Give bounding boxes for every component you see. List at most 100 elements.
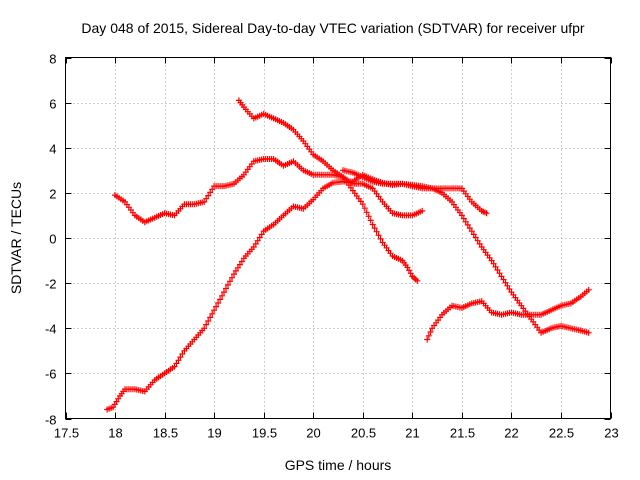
data-point <box>254 237 261 244</box>
data-point <box>371 225 378 232</box>
x-tick-label: 19 <box>207 426 221 441</box>
data-point <box>223 285 229 292</box>
data-point <box>377 235 384 242</box>
data-point <box>238 258 245 265</box>
data-point <box>464 221 471 228</box>
data-point <box>458 212 465 219</box>
data-point <box>209 310 216 317</box>
data-point <box>492 263 499 270</box>
data-point <box>258 231 265 238</box>
x-tick-label: 21.5 <box>450 426 475 441</box>
chart-title: Day 048 of 2015, Sidereal Day-to-day VTE… <box>81 20 585 36</box>
data-point <box>504 282 511 289</box>
x-axis-label: GPS time / hours <box>285 457 392 473</box>
data-point <box>256 234 263 241</box>
data-point <box>177 354 184 361</box>
y-tick-label: 0 <box>49 232 56 247</box>
y-tick-label: 2 <box>49 187 56 202</box>
y-tick-label: -2 <box>45 277 57 292</box>
data-point <box>229 274 235 281</box>
data-point <box>173 360 180 367</box>
y-axis-label: SDTVAR / TECUs <box>8 182 24 294</box>
data-point <box>227 278 233 285</box>
data-point <box>373 228 380 235</box>
y-tick-label: -6 <box>45 367 57 382</box>
x-tick-label: 22 <box>504 426 518 441</box>
data-point <box>367 217 374 224</box>
y-tick-labels: -8 -6 -4 -2 0 2 4 6 8 <box>45 52 57 428</box>
x-tick-label: 19.5 <box>252 426 277 441</box>
data-point <box>498 273 505 280</box>
y-tick-label: 6 <box>49 97 56 112</box>
data-point <box>585 286 592 293</box>
data-point <box>221 289 227 296</box>
data-point <box>359 201 366 208</box>
data-point <box>502 279 509 286</box>
data-point <box>207 189 214 196</box>
data-point <box>205 318 212 324</box>
data-point <box>207 314 214 321</box>
y-tick-label: -8 <box>45 413 57 428</box>
data-point <box>496 270 503 277</box>
y-tick-label: 8 <box>49 52 56 67</box>
data-point <box>363 209 370 216</box>
y-tick-label: 4 <box>49 142 56 157</box>
data-point <box>474 237 481 244</box>
data-point <box>472 234 479 241</box>
x-tick-label: 18 <box>108 426 122 441</box>
data-point <box>375 232 382 239</box>
data-point <box>466 225 473 232</box>
data-point <box>250 244 257 250</box>
data-point <box>252 240 259 247</box>
x-tick-label: 18.5 <box>153 426 178 441</box>
data-point <box>217 296 224 303</box>
data-point <box>369 221 376 228</box>
data-point <box>506 286 513 292</box>
data-point <box>476 240 483 247</box>
data-point <box>219 292 226 299</box>
data-point <box>494 267 501 273</box>
x-tick-label: 22.5 <box>549 426 574 441</box>
data-point <box>232 267 239 274</box>
data-point <box>365 213 372 220</box>
data-point <box>462 218 469 225</box>
x-tick-label: 20 <box>306 426 320 441</box>
data-point <box>427 329 434 335</box>
data-point <box>179 351 186 357</box>
x-tick-label: 20.5 <box>351 426 376 441</box>
data-point <box>201 325 208 332</box>
data-point <box>585 329 592 336</box>
data-point <box>213 303 220 310</box>
satellite-trace-1 <box>104 171 592 413</box>
data-point <box>425 332 432 339</box>
y-tick-label: -4 <box>45 322 57 337</box>
x-tick-labels: 17.5 18 18.5 19 19.5 20 20.5 21 21.5 22 22.5 23 <box>54 426 619 441</box>
data-point <box>490 260 497 267</box>
satellite-trace-3 <box>235 97 421 284</box>
data-point <box>209 186 216 193</box>
data-point <box>460 215 467 222</box>
data-point <box>236 261 243 268</box>
data-point <box>234 264 241 271</box>
data-point <box>470 231 477 238</box>
axis-ticks <box>65 57 612 420</box>
data-point <box>424 336 431 343</box>
data-point <box>171 363 178 370</box>
x-tick-label: 17.5 <box>54 426 79 441</box>
data-point <box>419 207 426 214</box>
data-point <box>500 276 507 283</box>
data-point <box>215 300 222 306</box>
data-point <box>488 257 495 264</box>
data-point <box>203 195 210 202</box>
data-point <box>414 277 421 284</box>
data-point <box>205 192 212 199</box>
data-points <box>104 97 592 413</box>
satellite-trace-2 <box>112 156 426 226</box>
x-tick-label: 21 <box>405 426 419 441</box>
data-point <box>203 321 210 328</box>
data-point <box>201 198 208 205</box>
data-point <box>407 270 414 277</box>
satellite-trace-4 <box>340 167 490 217</box>
x-tick-label: 23 <box>604 426 618 441</box>
